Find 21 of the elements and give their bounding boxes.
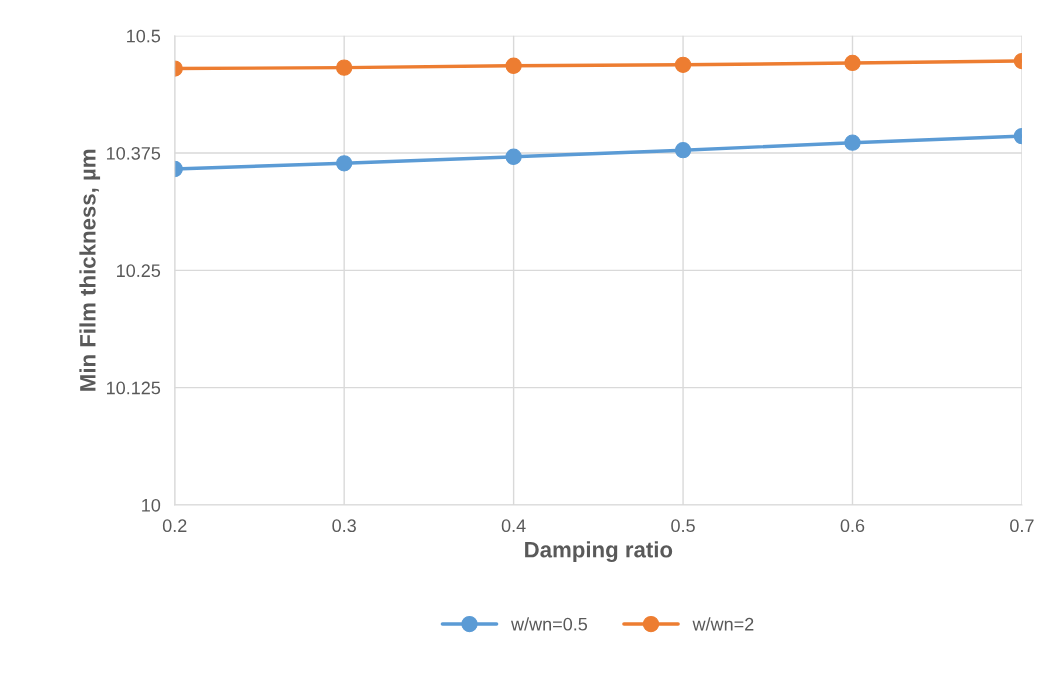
- x-axis-title: Damping ratio: [525, 541, 673, 563]
- point: [674, 56, 692, 73]
- legend-label: w/wn=2: [692, 617, 754, 631]
- y-axis-title: Min Film thickness, µm: [79, 149, 101, 391]
- x-tick-label: 0.2: [162, 519, 187, 533]
- x-tick-label: 0.5: [671, 519, 695, 533]
- x-tick-label: 0.4: [501, 519, 526, 533]
- point: [505, 57, 522, 74]
- x-tick-label: 0.3: [332, 519, 356, 533]
- y-tick-label: 10.25: [117, 264, 161, 278]
- point: [505, 148, 522, 165]
- legend-label: w/wn=0.5: [511, 617, 588, 631]
- y-tick-label: 10.5: [127, 29, 161, 43]
- point: [336, 59, 353, 76]
- point: [336, 155, 353, 172]
- y-tick-label: 10.125: [107, 381, 161, 395]
- y-tick-label: 10.375: [107, 146, 161, 160]
- x-tick-label: 0.7: [1010, 519, 1034, 533]
- point: [674, 142, 692, 159]
- y-tick-label: 10: [142, 498, 161, 512]
- x-tick-label: 0.6: [840, 519, 865, 533]
